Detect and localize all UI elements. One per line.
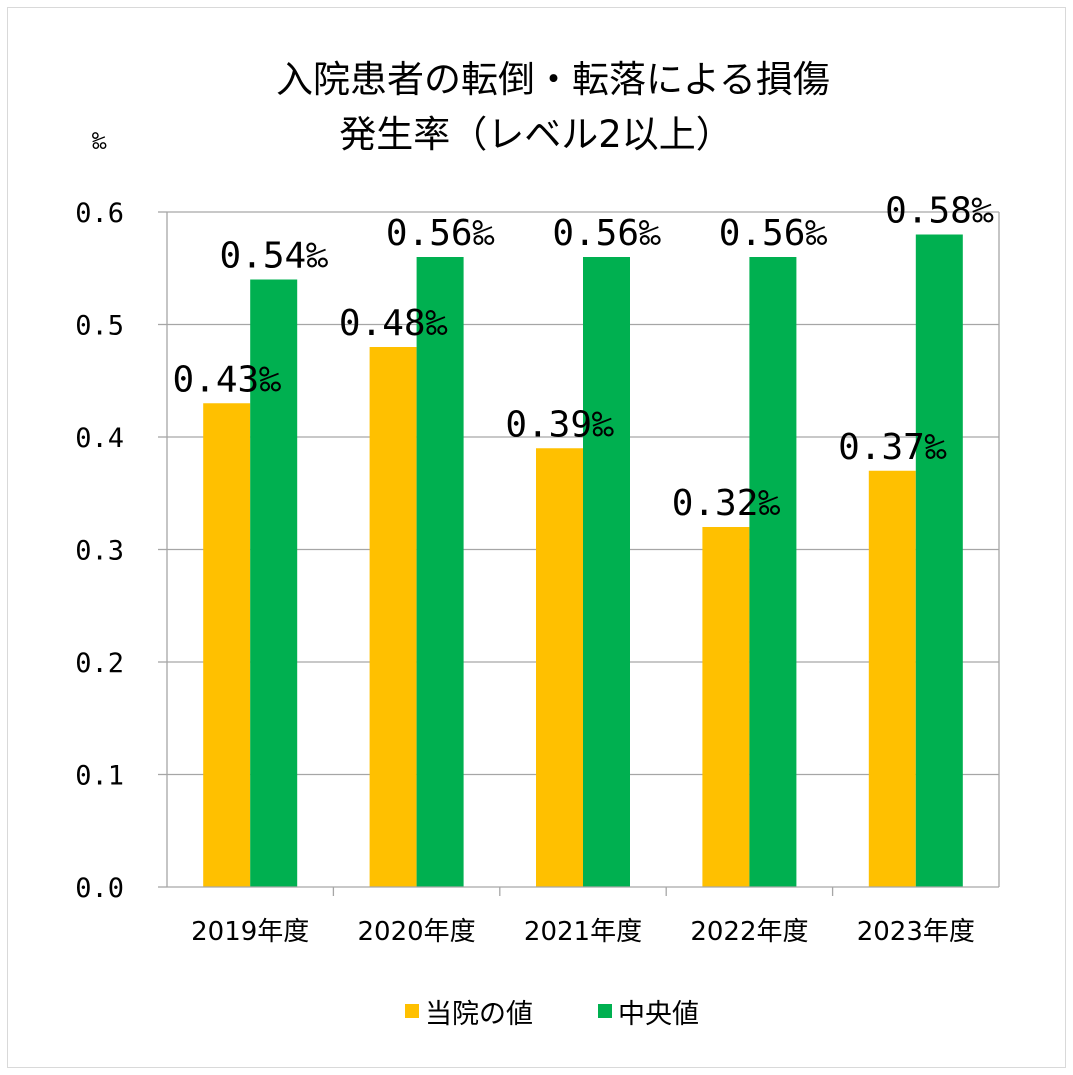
bar <box>702 527 750 887</box>
data-labels: 0.43‰ 0.54‰0.48‰ 0.56‰ 0.39‰ 0.56‰ 0.32‰ 0.56‰… <box>173 191 994 525</box>
data-label: 0.48‰ <box>339 303 448 344</box>
legend-swatch <box>405 1004 419 1018</box>
bar <box>749 257 797 887</box>
x-tick-label: 2020年度 <box>358 917 476 947</box>
data-label: 0.56‰ <box>719 213 828 254</box>
y-tick-label: 0.1 <box>75 761 124 792</box>
legend-label: 中央値 <box>618 999 699 1030</box>
axes <box>158 211 1000 896</box>
data-label: 0.58‰ <box>885 191 994 232</box>
x-tick-label: 2022年度 <box>690 917 808 947</box>
y-tick-label: 0.0 <box>75 873 124 904</box>
y-tick-label: 0.6 <box>75 198 124 229</box>
bar <box>250 279 298 887</box>
bar <box>583 257 630 887</box>
bar <box>203 403 251 887</box>
legend: 当院の値 中央値 <box>405 999 699 1030</box>
x-tick-labels: 2019年度 2020年度 2021年度 2022年度 2023年度 <box>191 917 975 947</box>
bar <box>369 347 417 887</box>
legend-label: 当院の値 <box>425 999 533 1030</box>
data-label: 0.56‰ <box>552 213 661 254</box>
data-label: 0.54‰ <box>220 236 329 277</box>
legend-swatch <box>598 1004 612 1018</box>
bar <box>915 234 963 887</box>
bar <box>536 448 583 887</box>
data-label: 0.56‰ <box>386 213 495 254</box>
x-tick-label: 2021年度 <box>524 917 642 947</box>
data-label: 0.37‰ <box>838 427 947 468</box>
y-tick-label: 0.5 <box>75 311 124 342</box>
y-tick-label: 0.4 <box>75 423 124 454</box>
data-label: 0.43‰ <box>173 359 282 400</box>
chart-title-line-2: 発生率（レベル2以上） <box>339 113 733 156</box>
x-tick-label: 2023年度 <box>857 917 975 947</box>
y-tick-label: 0.2 <box>75 648 124 679</box>
bar <box>416 257 464 887</box>
data-label: 0.39‰ <box>505 404 614 445</box>
y-tick-label: 0.3 <box>75 536 124 567</box>
y-axis-unit: ‰ <box>92 127 107 155</box>
chart-title-line-1: 入院患者の転倒・転落による損傷 <box>276 58 830 101</box>
y-tick-labels: 0.0 0.1 0.2 0.3 0.4 0.5 0.6 <box>75 198 124 904</box>
bars <box>203 234 963 887</box>
bar <box>868 470 916 887</box>
x-tick-label: 2019年度 <box>191 917 309 947</box>
data-label: 0.32‰ <box>672 483 781 524</box>
